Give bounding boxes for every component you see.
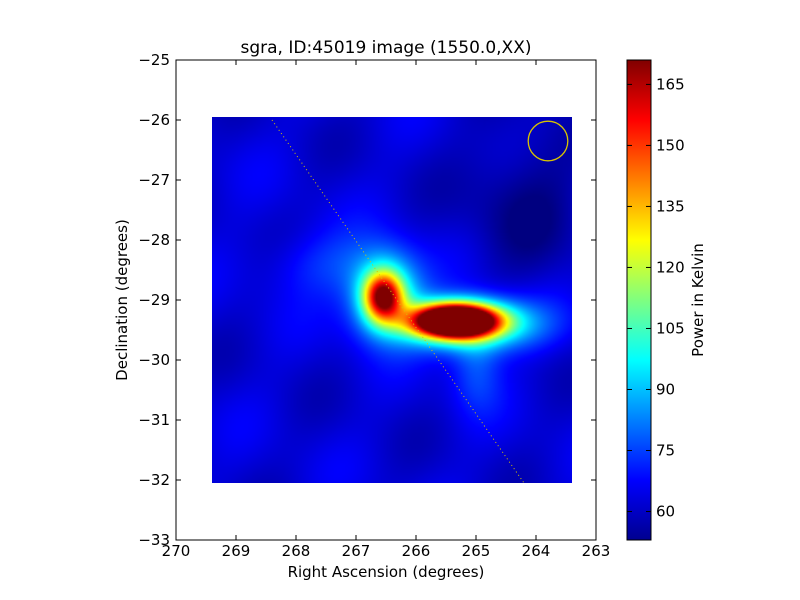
colorbar: 60 75 90 105 120 135 150 165 <box>626 59 685 541</box>
y-axis-label: Declination (degrees) <box>113 219 131 381</box>
colorbar-tick-label: 120 <box>656 258 685 276</box>
y-tick-label: −30 <box>138 351 170 369</box>
y-tick-label: −27 <box>138 171 170 189</box>
y-tick-label: −32 <box>138 471 170 489</box>
colorbar-tick-label: 60 <box>656 503 675 521</box>
colorbar-ticks: 60 75 90 105 120 135 150 165 <box>627 75 685 521</box>
colorbar-tick-label: 105 <box>656 319 685 337</box>
y-tick-label: −25 <box>138 51 170 69</box>
colorbar-gradient <box>627 60 651 540</box>
y-axis-ticks: −25 −26 −27 −28 −29 −30 −31 −32 −33 <box>138 51 596 549</box>
colorbar-tick-label: 90 <box>656 380 675 398</box>
x-tick-label: 265 <box>462 542 491 560</box>
colorbar-label: Power in Kelvin <box>689 243 707 357</box>
colorbar-tick-label: 75 <box>656 442 675 460</box>
y-tick-label: −31 <box>138 411 170 429</box>
colorbar-tick-label: 165 <box>656 75 685 93</box>
x-tick-label: 267 <box>342 542 371 560</box>
chart-title: sgra, ID:45019 image (1550.0,XX) <box>241 38 532 58</box>
x-tick-label: 269 <box>222 542 251 560</box>
heatmap-image <box>212 117 572 483</box>
colorbar-frame <box>626 59 652 541</box>
x-axis-ticks: 270 269 268 267 266 265 264 263 <box>162 60 611 560</box>
colorbar-tick-label: 150 <box>656 136 685 154</box>
x-tick-label: 263 <box>582 542 611 560</box>
y-tick-label: −26 <box>138 111 170 129</box>
y-tick-label: −29 <box>138 291 170 309</box>
x-axis-label: Right Ascension (degrees) <box>288 563 485 581</box>
beam-circle <box>527 120 569 162</box>
y-tick-label: −33 <box>138 531 170 549</box>
x-tick-label: 266 <box>402 542 431 560</box>
overlay-dotted-line <box>271 119 525 484</box>
colorbar-tick-label: 135 <box>656 197 685 215</box>
plot-area: 270 269 268 267 266 265 264 263 −25 −26 −27 −28 −29… <box>138 51 610 560</box>
y-tick-label: −28 <box>138 231 170 249</box>
x-tick-label: 268 <box>282 542 311 560</box>
x-tick-label: 270 <box>162 542 191 560</box>
x-tick-label: 264 <box>522 542 551 560</box>
